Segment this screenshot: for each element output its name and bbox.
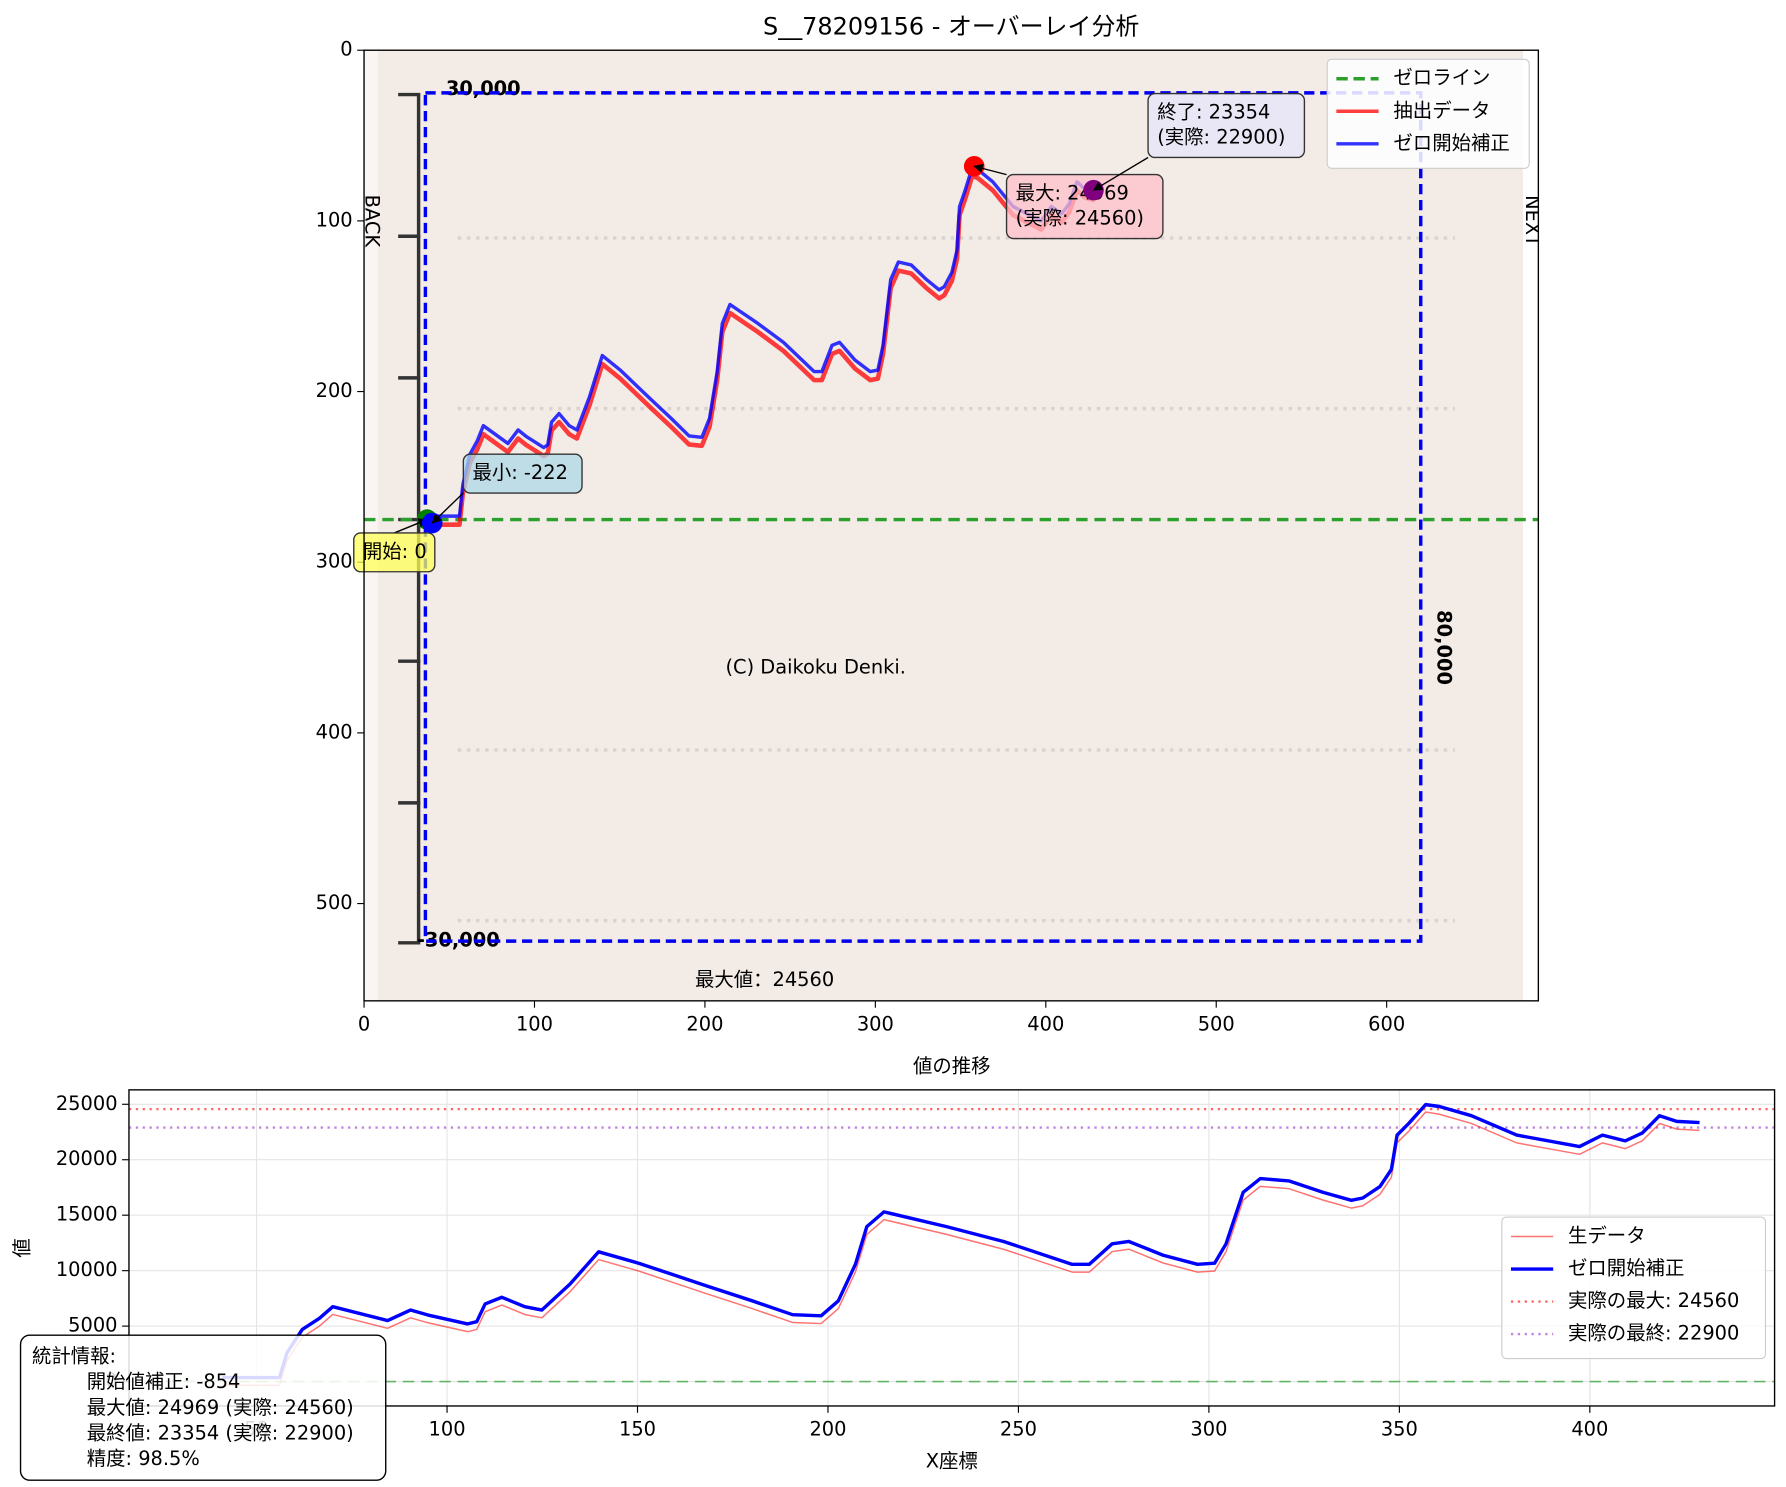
annotation-text: (実際: 22900) [1157,126,1285,149]
y-tick-label: 10000 [56,1258,118,1281]
legend-label: 抽出データ [1393,99,1490,122]
legend-label: 実際の最終: 22900 [1568,1322,1739,1345]
x-tick-label: 500 [1198,1012,1235,1035]
y-tick-label: 15000 [56,1203,118,1226]
y-tick-label: 20000 [56,1147,118,1170]
image-edge [364,50,378,1001]
y-tick-label: 200 [316,379,353,402]
y-tick-label: 25000 [56,1092,118,1115]
annotation-box [1147,92,1306,159]
chart-title: 値の推移 [913,1055,991,1078]
y-tick-label: 0 [340,38,352,61]
image-watermark: (C) Daikoku Denki. [725,656,905,679]
x-tick-label: 250 [1000,1417,1037,1440]
y-tick-label: 400 [316,720,353,743]
x-tick-label: 400 [1571,1417,1608,1440]
x-tick-label: 0 [358,1012,370,1035]
annotation-box [462,453,583,494]
legend-label: 生データ [1568,1224,1646,1247]
stats-text: 最大値: 24969 (実際: 24560) [87,1396,354,1419]
series-line [222,1111,1700,1387]
legend-label: ゼロライン [1393,66,1490,89]
legend-label: ゼロ開始補正 [1568,1257,1684,1280]
axes-frame [128,1089,1776,1407]
y-tick-label: 500 [316,891,353,914]
chart-title: S__78209156 - オーバーレイ分析 [763,12,1139,40]
x-tick-label: 100 [429,1417,466,1440]
image-text: BACK [360,195,383,249]
annotation-box [353,532,436,573]
annotation-arrow [394,518,428,534]
annotation-box [1005,173,1164,240]
annotation-text: 終了: 23354 [1157,100,1270,123]
stats-text: 統計情報: [32,1344,116,1367]
x-tick-label: 300 [1190,1417,1227,1440]
series-line [222,1102,1700,1380]
x-axis-label: X座標 [926,1449,978,1472]
x-tick-label: 100 [516,1012,553,1035]
image-text: 最大値：24560 [695,968,834,991]
plot-area [128,1089,1775,1406]
y-tick-label: 5000 [68,1314,117,1337]
y-axis-label: 値 [10,1238,33,1257]
stats-text: 最終値: 23354 (実際: 22900) [87,1421,354,1444]
image-text: NEXT [1521,195,1544,247]
x-tick-label: 200 [809,1417,846,1440]
annotation-arrow [1092,156,1149,191]
x-tick-label: 200 [686,1012,723,1035]
legend-box [1501,1216,1767,1360]
x-tick-label: 400 [1027,1012,1064,1035]
axes-frame [363,49,1540,1002]
x-tick-label: 150 [619,1417,656,1440]
image-text: 80,000 [1432,610,1455,685]
legend-box [1326,58,1530,169]
y-tick-label: 100 [316,208,353,231]
legend-label: ゼロ開始補正 [1393,131,1509,154]
image-text: 30,000 [446,77,521,100]
annotation-arrow [973,163,1007,176]
annotation-text: (実際: 24560) [1016,207,1144,230]
axes-background [128,1089,1775,1406]
stats-text: 開始値補正: -854 [87,1370,241,1393]
y-tick-label: 300 [316,550,353,573]
legend-label: 実際の最大: 24560 [1568,1289,1739,1312]
x-tick-label: 300 [857,1012,894,1035]
x-tick-label: 600 [1368,1012,1405,1035]
annotation-text: 最小: -222 [472,461,568,484]
x-tick-label: 350 [1381,1417,1418,1440]
stats-box [19,1334,387,1481]
annotation-text: 開始: 0 [363,540,427,563]
annotation-arrow [431,492,464,524]
stats-text: 精度: 98.5% [87,1447,200,1470]
image-background [377,50,1524,1001]
annotation-text: 最大: 24969 [1016,182,1129,205]
